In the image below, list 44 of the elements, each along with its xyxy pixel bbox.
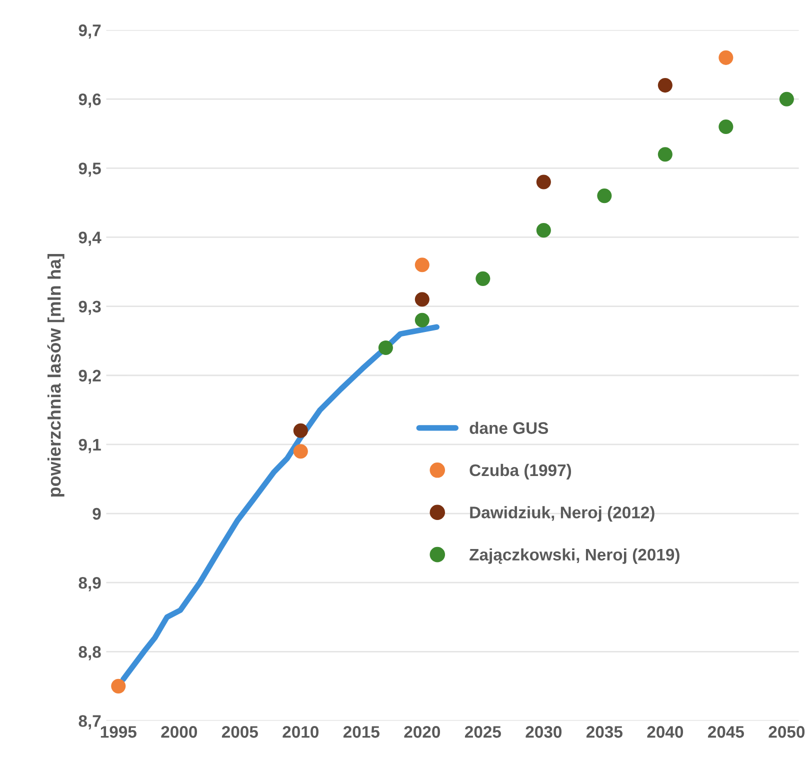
point — [536, 174, 551, 190]
x-tick-label: 2005 — [222, 726, 258, 738]
point — [779, 92, 794, 106]
point — [718, 50, 734, 65]
point — [414, 258, 430, 272]
x-tick-label: 2050 — [768, 726, 805, 738]
x-tick-label: 2040 — [647, 726, 684, 738]
legend-label: Czuba (1997) — [470, 464, 572, 480]
point — [293, 444, 308, 459]
point — [536, 223, 551, 238]
point — [476, 271, 490, 286]
point — [111, 678, 126, 694]
y-tick-label: 9 — [92, 508, 101, 520]
y-tick-label: 8,9 — [78, 576, 101, 592]
x-tick-label: 2000 — [161, 726, 198, 738]
y-axis-title: powierzchnia lasów [mln ha] — [47, 254, 64, 497]
point — [658, 78, 672, 93]
y-tick-label: 9,1 — [78, 438, 101, 454]
y-tick-label: 9,5 — [78, 162, 101, 177]
legend-label: Dawidziuk, Neroj (2012) — [470, 506, 654, 522]
x-tick-label: 2020 — [404, 726, 440, 738]
x-tick-label: 2025 — [464, 726, 501, 738]
y-tick-label: 8,8 — [78, 646, 101, 660]
y-tick-label: 9,7 — [78, 24, 101, 39]
x-tick-label: 2035 — [586, 726, 622, 738]
y-tick-label: 9,3 — [78, 300, 101, 315]
x-tick-label: 1995 — [100, 726, 136, 738]
y-tick-label: 8,7 — [78, 715, 101, 730]
point — [658, 147, 672, 162]
y-tick-label: 9,6 — [78, 94, 101, 108]
x-tick-label: 2010 — [282, 726, 319, 738]
x-tick-label: 2015 — [343, 726, 380, 738]
point — [293, 423, 308, 438]
x-tick-label: 2030 — [526, 726, 562, 738]
legend-label: Zajączkowski, Neroj (2019) — [470, 548, 680, 564]
point — [378, 340, 393, 356]
point — [597, 188, 612, 204]
y-tick-label: 9,4 — [78, 232, 102, 246]
y-tick-label: 9,2 — [78, 370, 101, 384]
x-tick-label: 2045 — [708, 726, 744, 738]
point — [718, 119, 734, 134]
point — [414, 312, 430, 328]
point — [414, 292, 430, 307]
legend-label: dane GUS — [470, 422, 548, 434]
